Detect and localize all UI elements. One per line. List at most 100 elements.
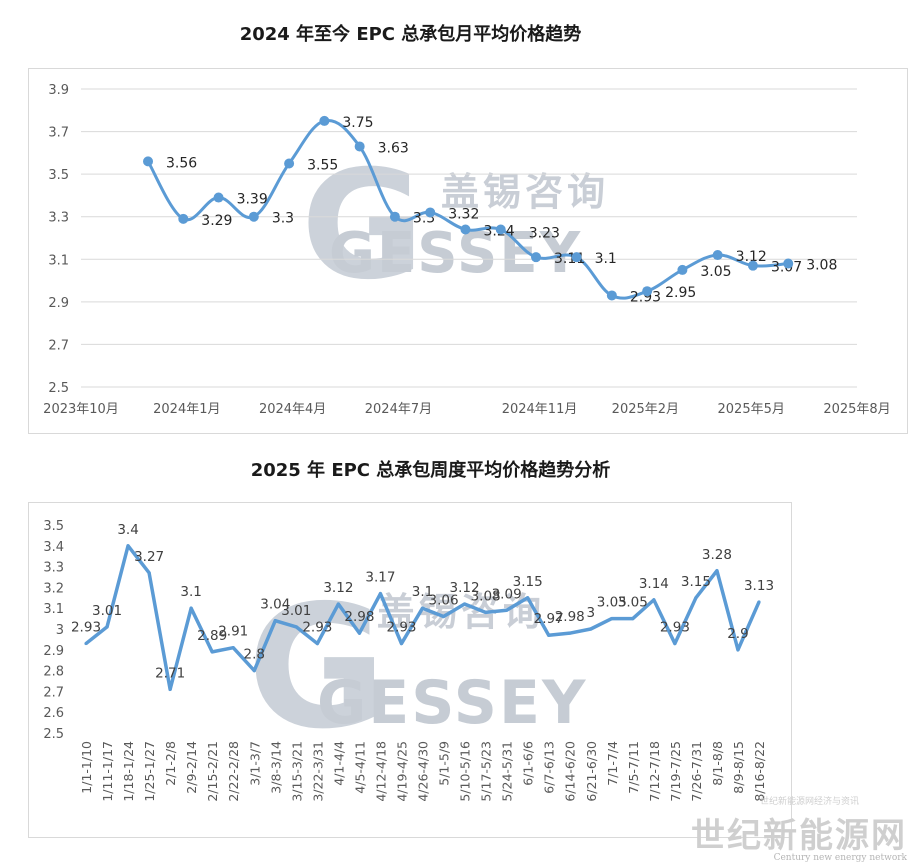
data-point <box>462 602 467 606</box>
y-tick-label: 3.1 <box>43 602 64 617</box>
data-point <box>336 602 340 606</box>
y-tick-label: 2.7 <box>43 685 64 700</box>
data-label: 2.71 <box>155 665 185 681</box>
data-label: 3.4 <box>117 522 138 538</box>
data-label: 3.1 <box>412 584 433 600</box>
y-tick-label: 2.8 <box>43 665 64 680</box>
data-point <box>505 608 509 612</box>
monthly-chart-panel: 盖锡咨询 G GESSEY 2.5 2.7 2.9 3.1 3.3 3.5 3.7 3.9 20… <box>28 68 908 434</box>
data-point <box>147 571 151 575</box>
x-tick-label: 3/15-3/21 <box>289 741 304 802</box>
data-label: 2.89 <box>197 628 227 644</box>
data-label: 3.29 <box>201 213 232 229</box>
data-label: 2.98 <box>344 609 374 625</box>
data-point <box>273 619 277 623</box>
x-tick-label: 5/10-5/16 <box>458 741 473 802</box>
data-point <box>673 641 677 646</box>
x-tick-label: 7/19-7/25 <box>668 741 683 802</box>
data-point <box>642 286 653 297</box>
data-label: 3.27 <box>134 549 164 565</box>
x-tick-label: 2023年10月 <box>43 402 119 417</box>
data-point <box>571 252 582 263</box>
x-tick-label: 2/1-2/8 <box>163 741 178 786</box>
x-tick-label: 2025年8月 <box>823 402 890 417</box>
data-point <box>252 669 256 673</box>
data-point <box>715 569 719 573</box>
y-tick-label: 3.7 <box>48 126 69 141</box>
data-point <box>399 641 404 646</box>
data-label: 3.1 <box>180 584 201 600</box>
weekly-chart-svg: 2.52.62.72.82.933.13.23.33.43.51/1-1/10 1… <box>43 519 774 802</box>
x-tick-label: 6/21-6/30 <box>584 741 599 802</box>
data-label: 3.63 <box>378 140 409 156</box>
data-label: 3.56 <box>166 155 197 171</box>
data-point <box>677 264 688 275</box>
data-point <box>589 627 593 631</box>
chart1-title: 2024 年至今 EPC 总承包月平均价格趋势 <box>239 24 582 45</box>
data-point <box>757 600 761 604</box>
x-tick-label: 7/1-7/4 <box>605 741 620 786</box>
data-label: 3.09 <box>492 586 522 602</box>
y-tick-label: 2.5 <box>48 381 69 396</box>
data-point <box>231 646 235 650</box>
data-point <box>213 192 224 203</box>
y-tick-label: 3.2 <box>43 581 64 596</box>
data-label: 3.12 <box>450 580 480 596</box>
data-label: 3.05 <box>618 595 648 611</box>
data-point <box>284 158 295 169</box>
x-tick-label: 8/16-8/22 <box>752 741 767 802</box>
data-label: 3.39 <box>237 192 268 208</box>
x-tick-label: 3/22-3/31 <box>310 741 325 802</box>
y-tick-label: 2.9 <box>43 644 64 659</box>
data-point <box>357 631 362 635</box>
data-label: 3.1 <box>595 251 617 267</box>
data-label: 3.15 <box>681 574 711 590</box>
y-tick-label: 3 <box>56 623 64 638</box>
site-watermark-small: 世纪新能源网经济与资讯 <box>759 797 859 807</box>
data-label: 3.12 <box>323 580 353 596</box>
data-label: 3.08 <box>806 258 837 274</box>
x-tick-label: 1/18-1/24 <box>121 741 136 802</box>
data-label: 3.12 <box>736 249 767 265</box>
data-point <box>736 648 740 652</box>
data-label: 2.93 <box>386 620 416 636</box>
data-label: 3.13 <box>744 578 774 594</box>
data-point <box>483 610 488 614</box>
data-point <box>354 141 365 152</box>
data-point <box>747 260 758 271</box>
data-label: 2.93 <box>302 620 332 636</box>
data-point <box>178 213 189 224</box>
data-label: 3.05 <box>597 595 627 611</box>
y-tick-label: 3.3 <box>48 211 69 226</box>
y-tick-label: 3.5 <box>48 168 69 183</box>
chart2-title: 2025 年 EPC 总承包周度平均价格趋势分析 <box>250 460 611 481</box>
data-point <box>606 290 617 301</box>
x-tick-label: 8/1-8/8 <box>710 741 725 786</box>
data-label: 2.91 <box>218 624 248 640</box>
data-point <box>610 617 614 621</box>
data-point <box>495 224 506 235</box>
data-label: 3.04 <box>260 597 290 613</box>
data-point <box>547 633 551 637</box>
data-label: 2.9 <box>727 626 748 642</box>
data-point <box>631 617 635 621</box>
data-point <box>460 224 471 235</box>
data-point <box>189 606 193 610</box>
data-label: 3.15 <box>513 574 543 590</box>
data-label: 2.93 <box>660 620 690 636</box>
data-point <box>126 544 130 548</box>
data-point <box>526 596 530 600</box>
data-point <box>568 631 572 635</box>
x-tick-label: 2024年1月 <box>153 402 220 417</box>
data-label: 3.28 <box>702 547 732 563</box>
y-tick-label: 2.7 <box>48 338 69 353</box>
data-label: 3.14 <box>639 576 669 592</box>
x-tick-label: 8/9-8/15 <box>731 741 746 794</box>
data-label: 3 <box>586 605 595 621</box>
x-tick-label: 2024年7月 <box>365 402 432 417</box>
x-tick-label: 2025年2月 <box>612 402 679 417</box>
data-label: 2.93 <box>630 289 661 305</box>
data-label: 3.32 <box>448 206 479 222</box>
monthly-chart-svg: 2.5 2.7 2.9 3.1 3.3 3.5 3.7 3.9 2023年10月 2024年1月 2… <box>43 83 891 417</box>
site-watermark-cn: 世纪新能源网 <box>691 816 907 856</box>
